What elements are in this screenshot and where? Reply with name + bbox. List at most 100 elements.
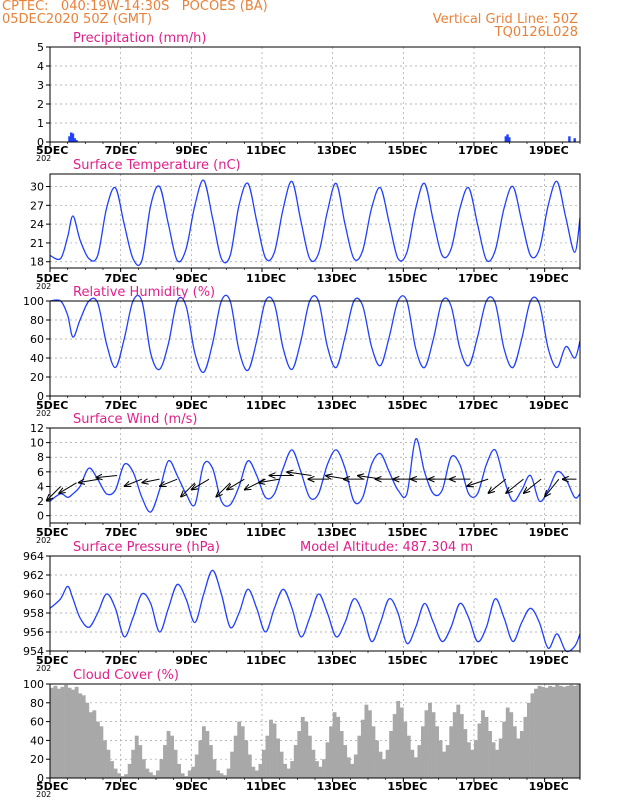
precip-xtick-label: 13DEC: [317, 144, 357, 157]
header-vertical-grid: Vertical Grid Line: 50Z: [432, 12, 578, 27]
cloud-bar: [177, 763, 182, 778]
cloud-bar: [117, 773, 121, 778]
temp-year-label: 202: [36, 282, 51, 291]
cloud-bar: [127, 763, 132, 778]
cloud-bar: [442, 751, 447, 778]
cloud-bar: [230, 751, 235, 778]
cloud-bar: [290, 761, 295, 778]
cloud-bar: [474, 740, 478, 778]
cloud-bar: [212, 759, 217, 778]
wind-ytick-label: 12: [30, 422, 44, 435]
pres-xtick-label: 13DEC: [317, 654, 357, 667]
cloud-bar: [78, 693, 83, 778]
cloud-bar: [74, 686, 79, 778]
cloud-xtick-label: 7DEC: [105, 780, 137, 793]
wind-arrow: [192, 478, 210, 490]
cloud-bar: [459, 714, 464, 778]
pres-xtick-label: 5DEC: [36, 654, 68, 667]
cloud-bar: [103, 740, 107, 778]
cloud-ytick-label: 20: [30, 753, 44, 766]
cloud-bar: [81, 695, 86, 778]
precip-bar: [68, 136, 71, 142]
cloud-bar: [329, 726, 333, 778]
cloud-bar: [481, 710, 485, 778]
cloud-bar: [216, 770, 220, 778]
cloud-bar: [470, 749, 475, 778]
cloud-bar: [113, 768, 118, 778]
cloud-ytick-label: 80: [30, 697, 44, 710]
cloud-bar: [304, 721, 309, 778]
precip-ytick-label: 2: [37, 98, 44, 111]
cloud-bar: [428, 702, 432, 778]
cloud-bar: [399, 707, 404, 778]
header-station: CPTEC: 040:19W-14:30S POCOES (BA): [2, 0, 268, 14]
wind-arrow: [467, 478, 489, 486]
cloud-bar: [95, 721, 100, 778]
cloud-bar: [50, 687, 54, 778]
rh-xtick-label: 7DEC: [105, 399, 137, 412]
wind-ytick-label: 2: [37, 495, 44, 508]
cloud-bar: [166, 731, 171, 778]
wind-xtick-label: 13DEC: [317, 526, 357, 539]
cloud-bar: [311, 749, 316, 778]
pres-frame: [49, 555, 581, 652]
cloud-bar: [350, 763, 355, 778]
cloud-bar: [194, 754, 199, 778]
cloud-bar: [410, 749, 415, 778]
cloud-bar: [572, 685, 577, 778]
cloud-bar: [332, 712, 337, 778]
cloud-title: Cloud Cover (%): [73, 668, 179, 683]
cloud-bar: [131, 749, 136, 778]
cloud-bar: [413, 757, 418, 778]
cloud-bar: [315, 761, 319, 778]
temp-ytick-label: 30: [30, 181, 44, 194]
cloud-bar: [551, 686, 556, 778]
cloud-bar: [421, 726, 425, 778]
rh-frame: [49, 300, 581, 397]
cloud-bar: [463, 729, 468, 778]
cloud-bar: [336, 716, 341, 778]
cloud-bar: [343, 745, 348, 778]
wind-arrow: [545, 478, 560, 497]
pres-xtick-label: 17DEC: [458, 654, 498, 667]
cloud-bar: [565, 685, 570, 778]
temp-xtick-label: 11DEC: [246, 272, 286, 285]
wind-ytick-label: 10: [30, 437, 44, 450]
cloud-bar: [325, 742, 330, 778]
cloud-bar: [184, 776, 189, 778]
precip-bar: [71, 133, 75, 142]
wind-arrow: [78, 479, 100, 483]
cloud-xtick-label: 9DEC: [175, 780, 207, 793]
cloud-bar: [339, 731, 344, 778]
cloud-bar: [106, 749, 111, 778]
cloud-bar: [452, 712, 457, 778]
cloud-bar: [456, 704, 461, 778]
cloud-bar: [530, 693, 535, 778]
cloud-bar: [431, 712, 436, 778]
cloud-bar: [124, 774, 129, 778]
wind-arrow: [287, 472, 312, 476]
temp-xtick-label: 19DEC: [529, 272, 569, 285]
pres-ytick-label: 958: [23, 607, 44, 620]
cloud-bar: [85, 702, 90, 778]
precip-year-label: 202: [36, 154, 51, 163]
cloud-bar: [297, 731, 302, 778]
temp-ytick-label: 18: [30, 256, 44, 269]
wind-xtick-label: 7DEC: [105, 526, 137, 539]
precip-bar: [568, 136, 571, 142]
cloud-bar: [555, 684, 560, 778]
cloud-bar: [265, 735, 270, 778]
cloud-bar: [548, 685, 553, 778]
temp-panel: 18 21 24 27 30 5DEC 7DEC 9DEC 11DEC 13DEC 15DEC 17D…: [30, 158, 581, 291]
cloud-bar: [534, 688, 538, 778]
wind-line: [49, 438, 581, 513]
cloud-xtick-label: 17DEC: [458, 780, 498, 793]
cloud-bar: [392, 714, 397, 778]
cloud-bar: [406, 735, 411, 778]
pres-ytick-label: 962: [23, 569, 44, 582]
precip-xtick-label: 15DEC: [387, 144, 427, 157]
cloud-bar: [226, 768, 231, 778]
cloud-bar: [71, 689, 76, 778]
cloud-bar: [371, 726, 376, 778]
precip-xtick-label: 7DEC: [105, 144, 137, 157]
